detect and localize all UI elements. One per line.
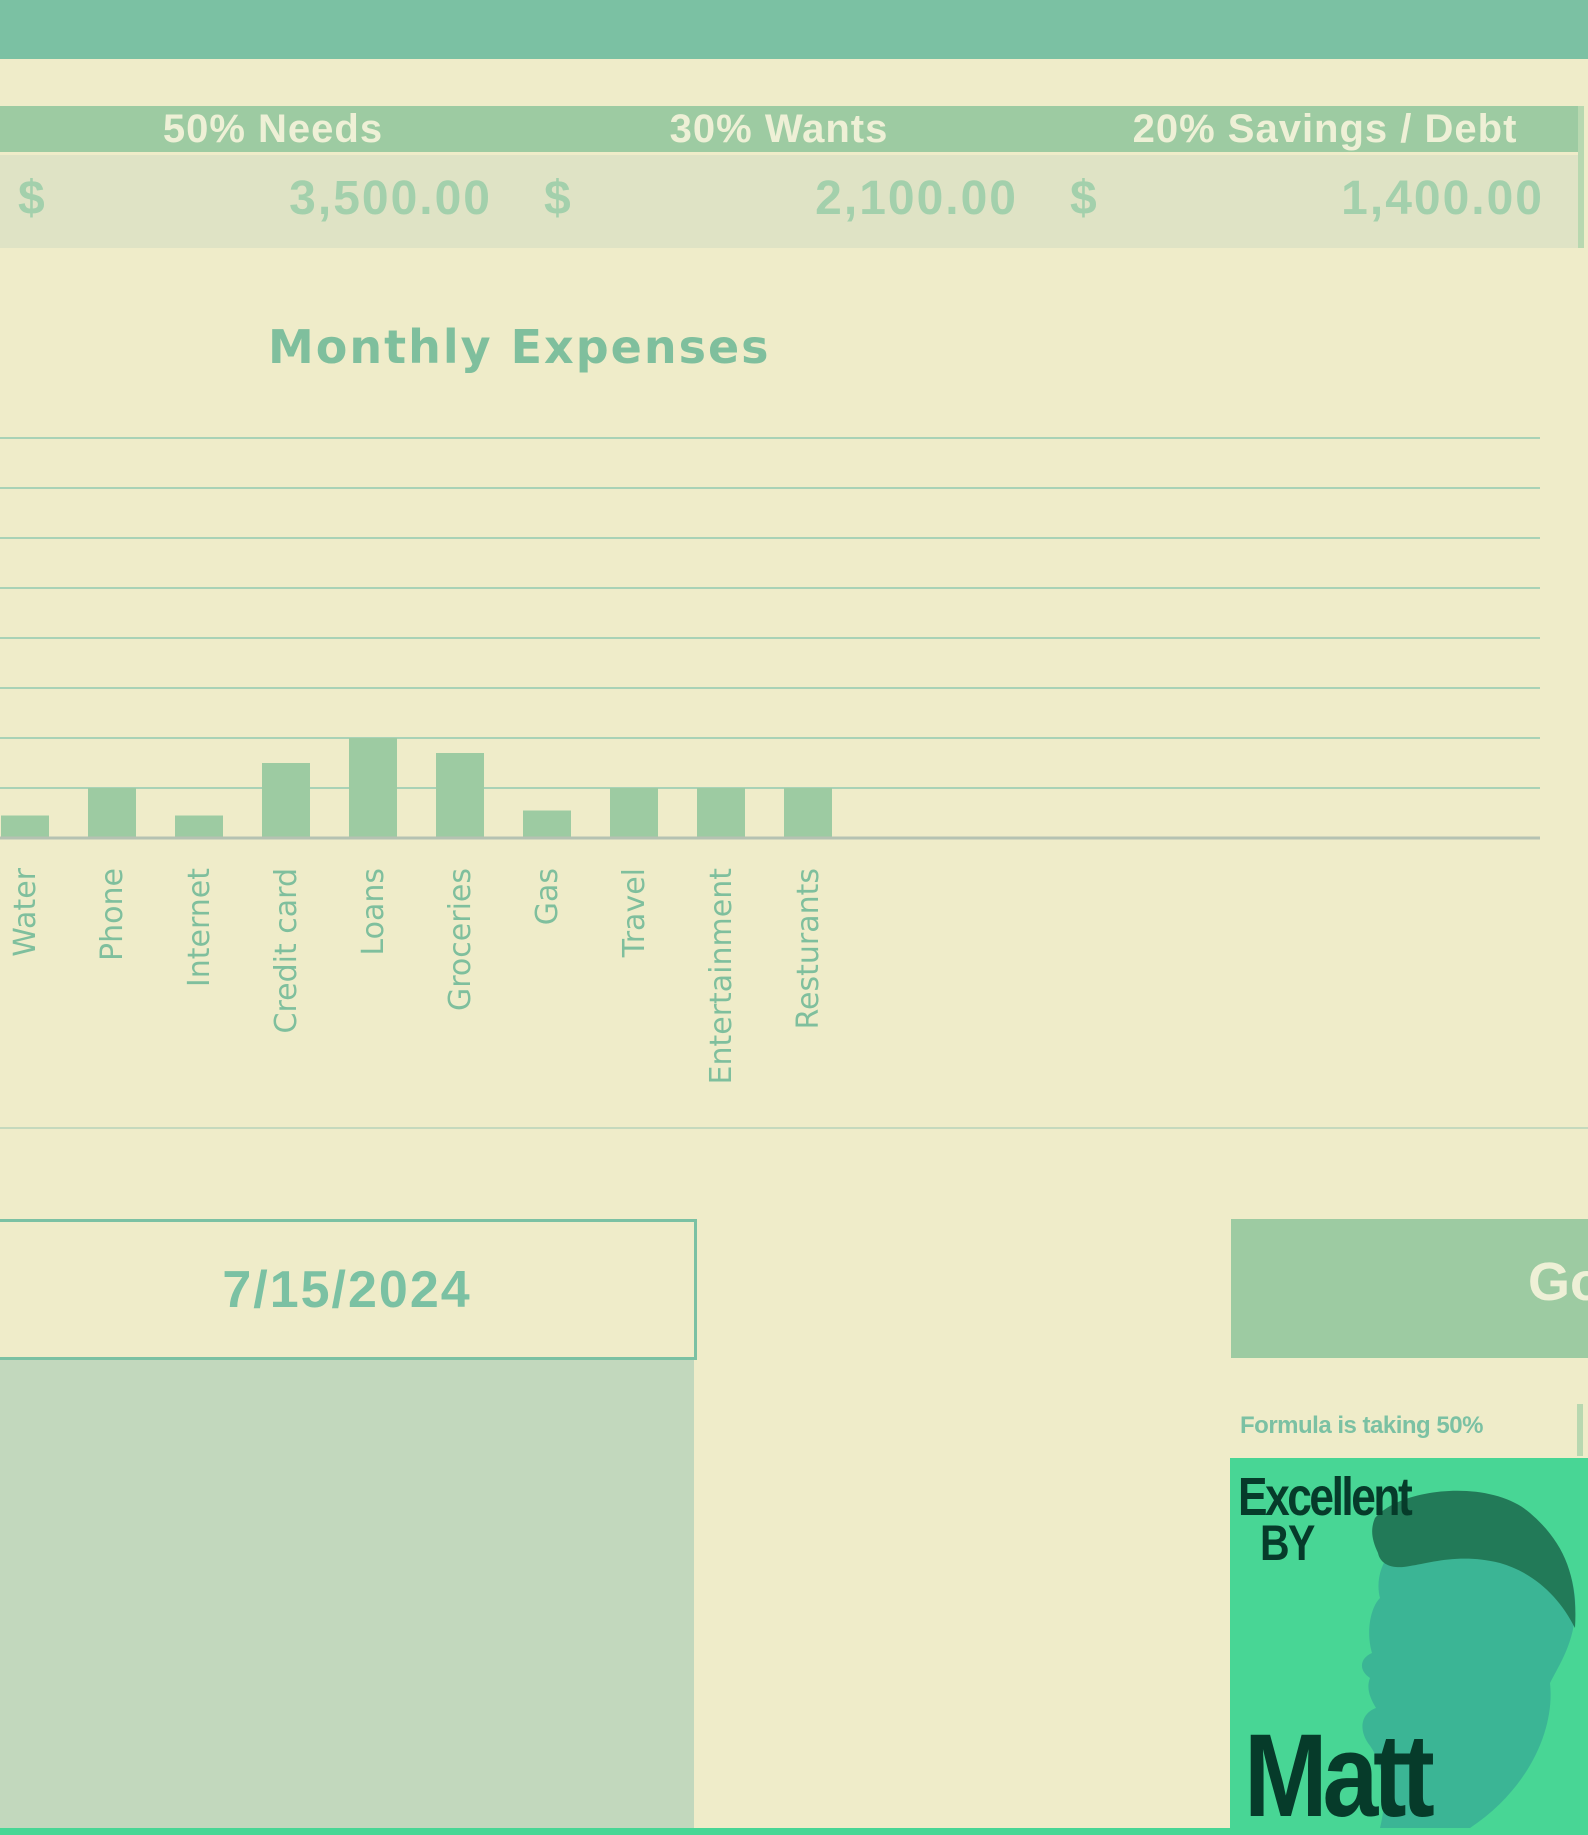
x-tick-label: Credit card (269, 868, 304, 1033)
savings-header: 20% Savings / Debt (1132, 107, 1518, 151)
wants-value-cell[interactable]: $ 2,100.00 (526, 155, 1052, 248)
excellent-by-matt-logo: Excellent BY Matt (1230, 1458, 1588, 1828)
needs-amount: 3,500.00 (289, 172, 492, 225)
x-tick-label: Travel (617, 868, 652, 958)
needs-value-cell[interactable]: $ 3,500.00 (0, 155, 526, 248)
x-tick-label: Entertainment (704, 868, 739, 1085)
formula-note: Formula is taking 50% (1240, 1412, 1483, 1439)
needs-header: 50% Needs (162, 107, 384, 151)
top-banner (0, 0, 1588, 59)
bar-entertainment[interactable] (697, 788, 745, 838)
bottom-border (0, 1828, 1588, 1835)
goal-button[interactable]: Go (1231, 1219, 1588, 1358)
currency-symbol: $ (18, 172, 45, 225)
x-tick-label: Groceries (443, 868, 478, 1011)
bar-travel[interactable] (610, 788, 658, 838)
date-value: 7/15/2024 (222, 1260, 472, 1319)
details-panel (0, 1360, 694, 1828)
logo-text-matt: Matt (1244, 1710, 1435, 1828)
currency-symbol: $ (1070, 172, 1097, 225)
currency-symbol: $ (544, 172, 571, 225)
expenses-chart[interactable]: Water Phone Internet Credit card Loans Grocer… (0, 320, 1588, 1130)
savings-amount: 1,400.00 (1341, 172, 1544, 225)
logo-text-excellent: Excellent (1238, 1467, 1413, 1527)
wants-amount: 2,100.00 (815, 172, 1018, 225)
bar-gas[interactable] (523, 810, 571, 839)
bar-resturants[interactable] (784, 788, 832, 838)
bar-groceries[interactable] (436, 753, 484, 838)
goal-label: Go (1528, 1252, 1588, 1312)
wants-header: 30% Wants (669, 107, 889, 151)
x-tick-label: Gas (530, 868, 565, 925)
bar-internet[interactable] (175, 815, 223, 839)
budget-header-row: 50% Needs 30% Wants 20% Savings / Debt (0, 106, 1578, 152)
chart-canvas: Water Phone Internet Credit card Loans Grocer… (0, 437, 1540, 1085)
bar-phone[interactable] (88, 788, 136, 838)
head-silhouette-icon (1361, 1490, 1576, 1828)
savings-value-cell[interactable]: $ 1,400.00 (1052, 155, 1578, 248)
bar-water[interactable] (1, 815, 49, 839)
bar-credit-card[interactable] (262, 763, 310, 838)
x-tick-label: Water (8, 867, 43, 956)
cell-border (1577, 1404, 1583, 1456)
bar-loans[interactable] (349, 738, 397, 838)
date-cell[interactable]: 7/15/2024 (0, 1219, 697, 1360)
x-tick-label: Loans (356, 868, 391, 956)
cell-border (1578, 106, 1584, 248)
logo-text-by: BY (1260, 1515, 1315, 1571)
x-tick-label: Internet (182, 868, 217, 987)
chart-title: Monthly Expenses (268, 320, 771, 374)
budget-values-row: $ 3,500.00 $ 2,100.00 $ 1,400.00 (0, 155, 1578, 248)
x-tick-label: Resturants (791, 868, 826, 1029)
section-divider (0, 1127, 1588, 1129)
x-tick-label: Phone (95, 868, 130, 961)
